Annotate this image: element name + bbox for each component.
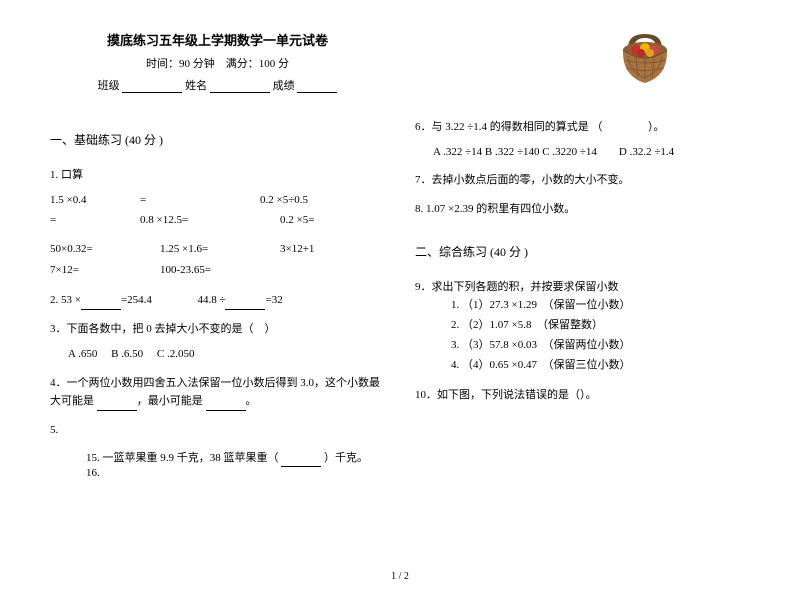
q2-text: =32	[265, 294, 282, 306]
q2-text: 2. 53 ×	[50, 294, 81, 306]
q2-text: 44.8 ÷	[197, 294, 225, 306]
blank	[97, 399, 137, 411]
left-column: 摸底练习五年级上学期数学一单元试卷 时间：90 分钟 满分：100 分 班级 姓…	[50, 30, 385, 550]
q16: 16.	[86, 467, 385, 479]
q15-text: ）千克。	[324, 452, 368, 464]
basket-icon	[610, 28, 680, 88]
q4: 4．一个两位小数用四舍五入法保留一位小数后得到 3.0，这个小数最大可能是 ，最…	[50, 374, 385, 411]
list-item: 2. （2）1.07 ×5.8 （保留整数）	[451, 316, 750, 336]
q10: 10．如下图，下列说法错误的是（）。	[415, 386, 750, 405]
page-number: 1 / 2	[0, 571, 800, 582]
q8: 8. 1.07 ×2.39 的积里有四位小数。	[415, 200, 750, 219]
calc-cell: 1.5 ×0.4	[50, 191, 140, 210]
calc-cell: 0.2 ×5=	[280, 211, 314, 230]
q3-text: 3．下面各数中，把 0 去掉大小不变的是（ ）	[50, 320, 385, 339]
name-blank	[210, 81, 270, 93]
calc-cell: =	[140, 191, 260, 210]
q1: 1. 口算 1.5 ×0.4 = 0.2 ×5÷0.5 = 0.8 ×12.5=…	[50, 166, 385, 281]
timing-line: 时间：90 分钟 满分：100 分	[50, 55, 385, 71]
section1-header: 一、基础练习 (40 分 )	[50, 131, 385, 148]
q6-text: ）。	[648, 121, 665, 133]
calc-cell: 0.8 ×12.5=	[140, 211, 280, 230]
q9-text: 9．求出下列各题的积，并按要求保留小数	[415, 278, 750, 297]
q2: 2. 53 × =254.4 44.8 ÷ =32	[50, 291, 385, 310]
calc-cell: 7×12=	[50, 261, 160, 280]
q5: 5.	[50, 421, 385, 440]
calc-cell: 3×12+1	[280, 240, 314, 259]
calc-row: 50×0.32= 1.25 ×1.6= 3×12+1	[50, 240, 385, 259]
q4-text: 。	[246, 395, 257, 407]
info-line: 班级 姓名 成绩	[50, 77, 385, 93]
calc-cell: =	[50, 211, 140, 230]
q1-label: 1. 口算	[50, 166, 385, 185]
calc-cell: 0.2 ×5÷0.5	[260, 191, 308, 210]
q4-text: ，最小可能是	[137, 395, 203, 407]
blank	[225, 298, 265, 310]
q15-text: 15. 一篮苹果重 9.9 千克，38 篮苹果重（	[86, 452, 279, 464]
list-item: 1. （1）27.3 ×1.29 （保留一位小数）	[451, 296, 750, 316]
blank	[81, 298, 121, 310]
calc-row: 7×12= 100-23.65=	[50, 261, 385, 280]
score-label: 成绩	[273, 80, 295, 92]
calc-row: 1.5 ×0.4 = 0.2 ×5÷0.5	[50, 191, 385, 210]
calc-cell: 1.25 ×1.6=	[160, 240, 280, 259]
class-label: 班级	[98, 80, 120, 92]
right-column: 6．与 3.22 ÷1.4 的得数相同的算式是 （ ）。 A .322 ÷14 …	[415, 30, 750, 550]
list-item: 3. （3）57.8 ×0.03 （保留两位小数）	[451, 336, 750, 356]
q6: 6．与 3.22 ÷1.4 的得数相同的算式是 （ ）。 A .322 ÷14 …	[415, 118, 750, 161]
blank	[281, 455, 321, 467]
name-label: 姓名	[185, 80, 207, 92]
q6-options: A .322 ÷14 B .322 ÷140 C .3220 ÷14 D .32…	[433, 143, 750, 162]
calc-cell: 50×0.32=	[50, 240, 160, 259]
list-item: 4. （4）0.65 ×0.47 （保留三位小数）	[451, 356, 750, 376]
q15: 15. 一篮苹果重 9.9 千克，38 篮苹果重（ ）千克。	[86, 450, 385, 468]
section2-header: 二、综合练习 (40 分 )	[415, 243, 750, 260]
blank	[206, 399, 246, 411]
class-blank	[122, 81, 182, 93]
q3: 3．下面各数中，把 0 去掉大小不变的是（ ） A .650 B .6.50 C…	[50, 320, 385, 363]
exam-title: 摸底练习五年级上学期数学一单元试卷	[50, 30, 385, 49]
q3-options: A .650 B .6.50 C .2.050	[68, 345, 385, 364]
q2-text: =254.4	[121, 294, 152, 306]
q6-text: 6．与 3.22 ÷1.4 的得数相同的算式是 （	[415, 121, 603, 133]
title-block: 摸底练习五年级上学期数学一单元试卷 时间：90 分钟 满分：100 分 班级 姓…	[50, 30, 385, 113]
calc-cell: 100-23.65=	[160, 261, 211, 280]
score-blank	[297, 81, 337, 93]
q9: 9．求出下列各题的积，并按要求保留小数 1. （1）27.3 ×1.29 （保留…	[415, 278, 750, 376]
q7: 7．去掉小数点后面的零，小数的大小不变。	[415, 171, 750, 190]
calc-row: = 0.8 ×12.5= 0.2 ×5=	[50, 211, 385, 230]
